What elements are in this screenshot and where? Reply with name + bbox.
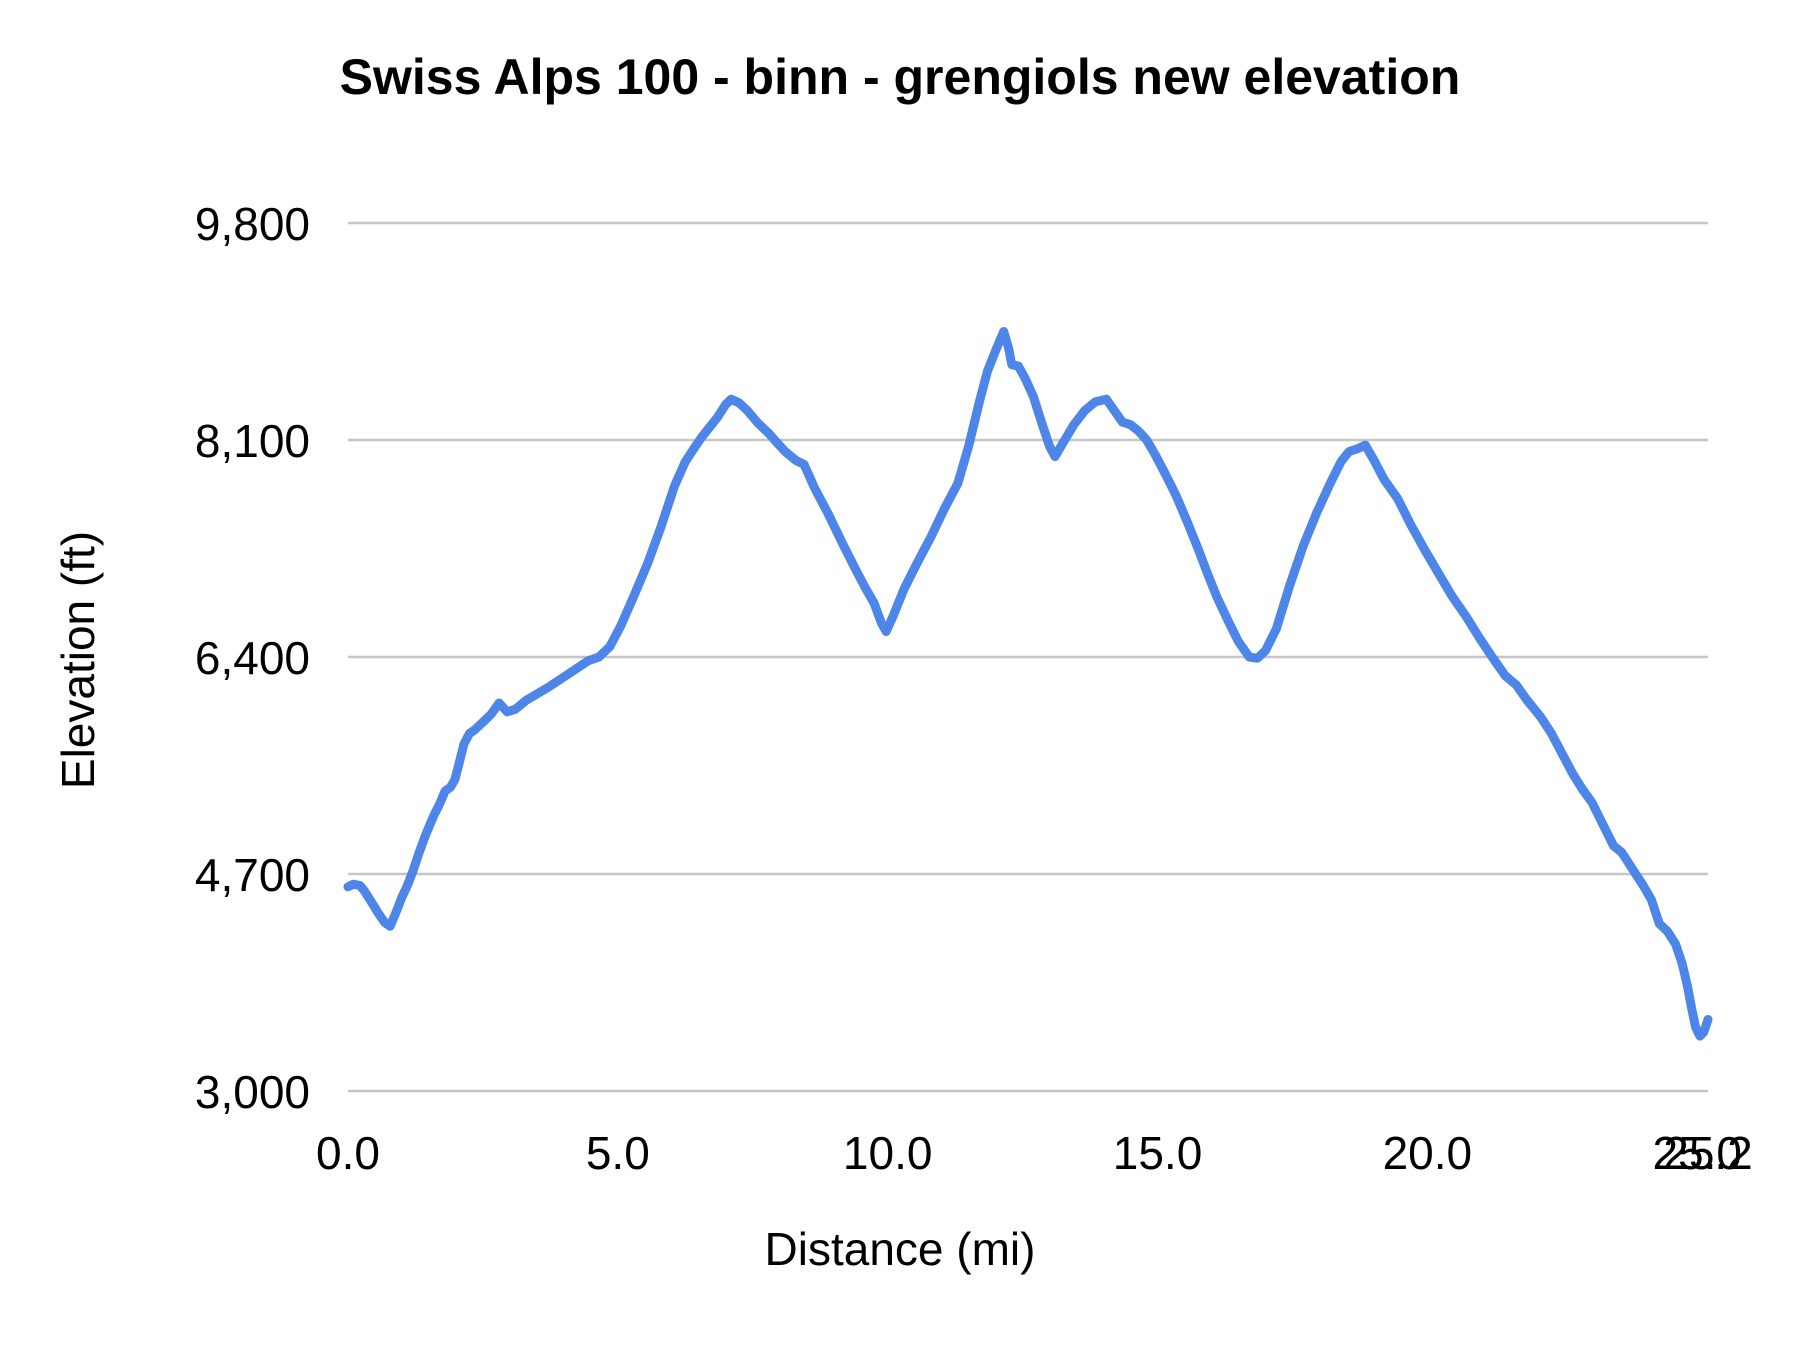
x-axis-tick-label: 25.0 xyxy=(1652,1127,1742,1179)
x-axis-tick-label: 5.0 xyxy=(585,1127,650,1179)
y-axis-tick-label: 6,400 xyxy=(194,632,310,684)
y-axis-tick-label: 3,000 xyxy=(194,1066,310,1118)
x-axis-tick-label: 0.0 xyxy=(316,1127,380,1179)
x-axis-title: Distance (mi) xyxy=(764,1223,1036,1275)
y-axis-tick-label: 8,100 xyxy=(194,415,310,467)
elevation-line-series xyxy=(343,327,1713,1041)
x-axis-tick-label: 10.0 xyxy=(842,1127,933,1179)
chart-title: Swiss Alps 100 - binn - grengiols new el… xyxy=(339,49,1461,105)
y-axis-title: Elevation (ft) xyxy=(52,530,104,790)
y-axis-tick-label: 4,700 xyxy=(194,849,310,901)
x-axis-tick-label: 25.2 xyxy=(1663,1127,1753,1179)
y-axis-tick-label: 9,800 xyxy=(194,198,310,250)
x-axis-tick-label: 15.0 xyxy=(1112,1127,1203,1179)
x-axis-tick-label: 20.0 xyxy=(1382,1127,1473,1179)
